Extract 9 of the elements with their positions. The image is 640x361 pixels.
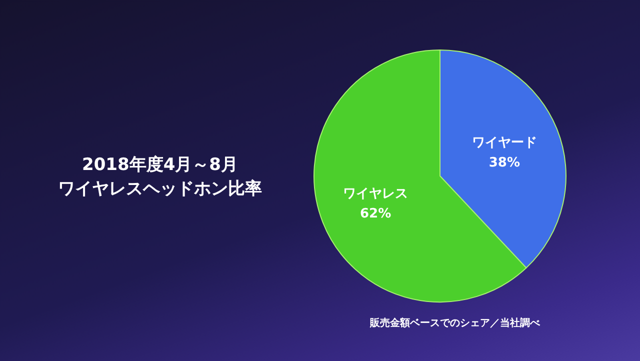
- data-label: 38%: [488, 155, 520, 170]
- text: 販売金額ベースでのシェア／当社調べ: [369, 317, 541, 329]
- slice-label: ワイヤード: [472, 135, 537, 150]
- pie-slice: [314, 50, 527, 302]
- text: 2018年度4月～8月: [82, 155, 238, 175]
- data-label: 62%: [360, 206, 392, 222]
- text: ワイヤレスヘッドホン比率: [58, 179, 262, 199]
- slice-label: ワイヤレス: [343, 186, 408, 202]
- pie-slice: [440, 50, 566, 268]
